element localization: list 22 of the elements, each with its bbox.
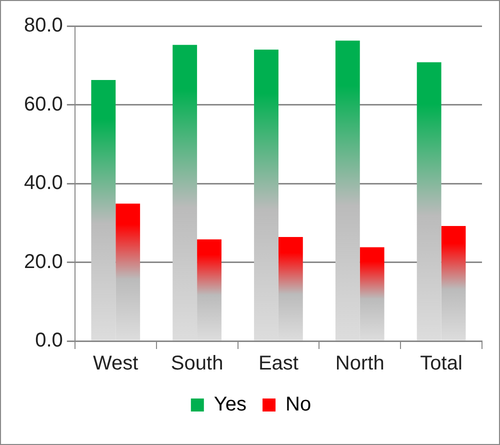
bar [441,226,466,340]
x-tick-label: South [170,352,224,375]
y-tick-label: 0.0 [35,330,63,352]
bar [360,247,384,340]
legend-label: No [286,394,312,416]
bar [116,204,140,340]
y-tick-label: 40.0 [24,172,63,194]
x-tick-label: North [335,352,384,375]
y-tick-label: 60.0 [24,93,63,116]
y-tick-label: 20.0 [24,250,63,273]
y-tick-label: 80.0 [24,14,63,37]
bar [254,50,278,340]
bar [335,40,360,340]
bar [91,80,116,340]
legend-label: Yes [214,394,247,416]
x-tick-label: West [93,352,139,375]
bar [172,44,198,340]
x-tick-label: Total [420,352,462,375]
bar [416,62,442,340]
x-tick-label: East [258,352,299,375]
bar [197,239,222,340]
bar [278,237,303,340]
